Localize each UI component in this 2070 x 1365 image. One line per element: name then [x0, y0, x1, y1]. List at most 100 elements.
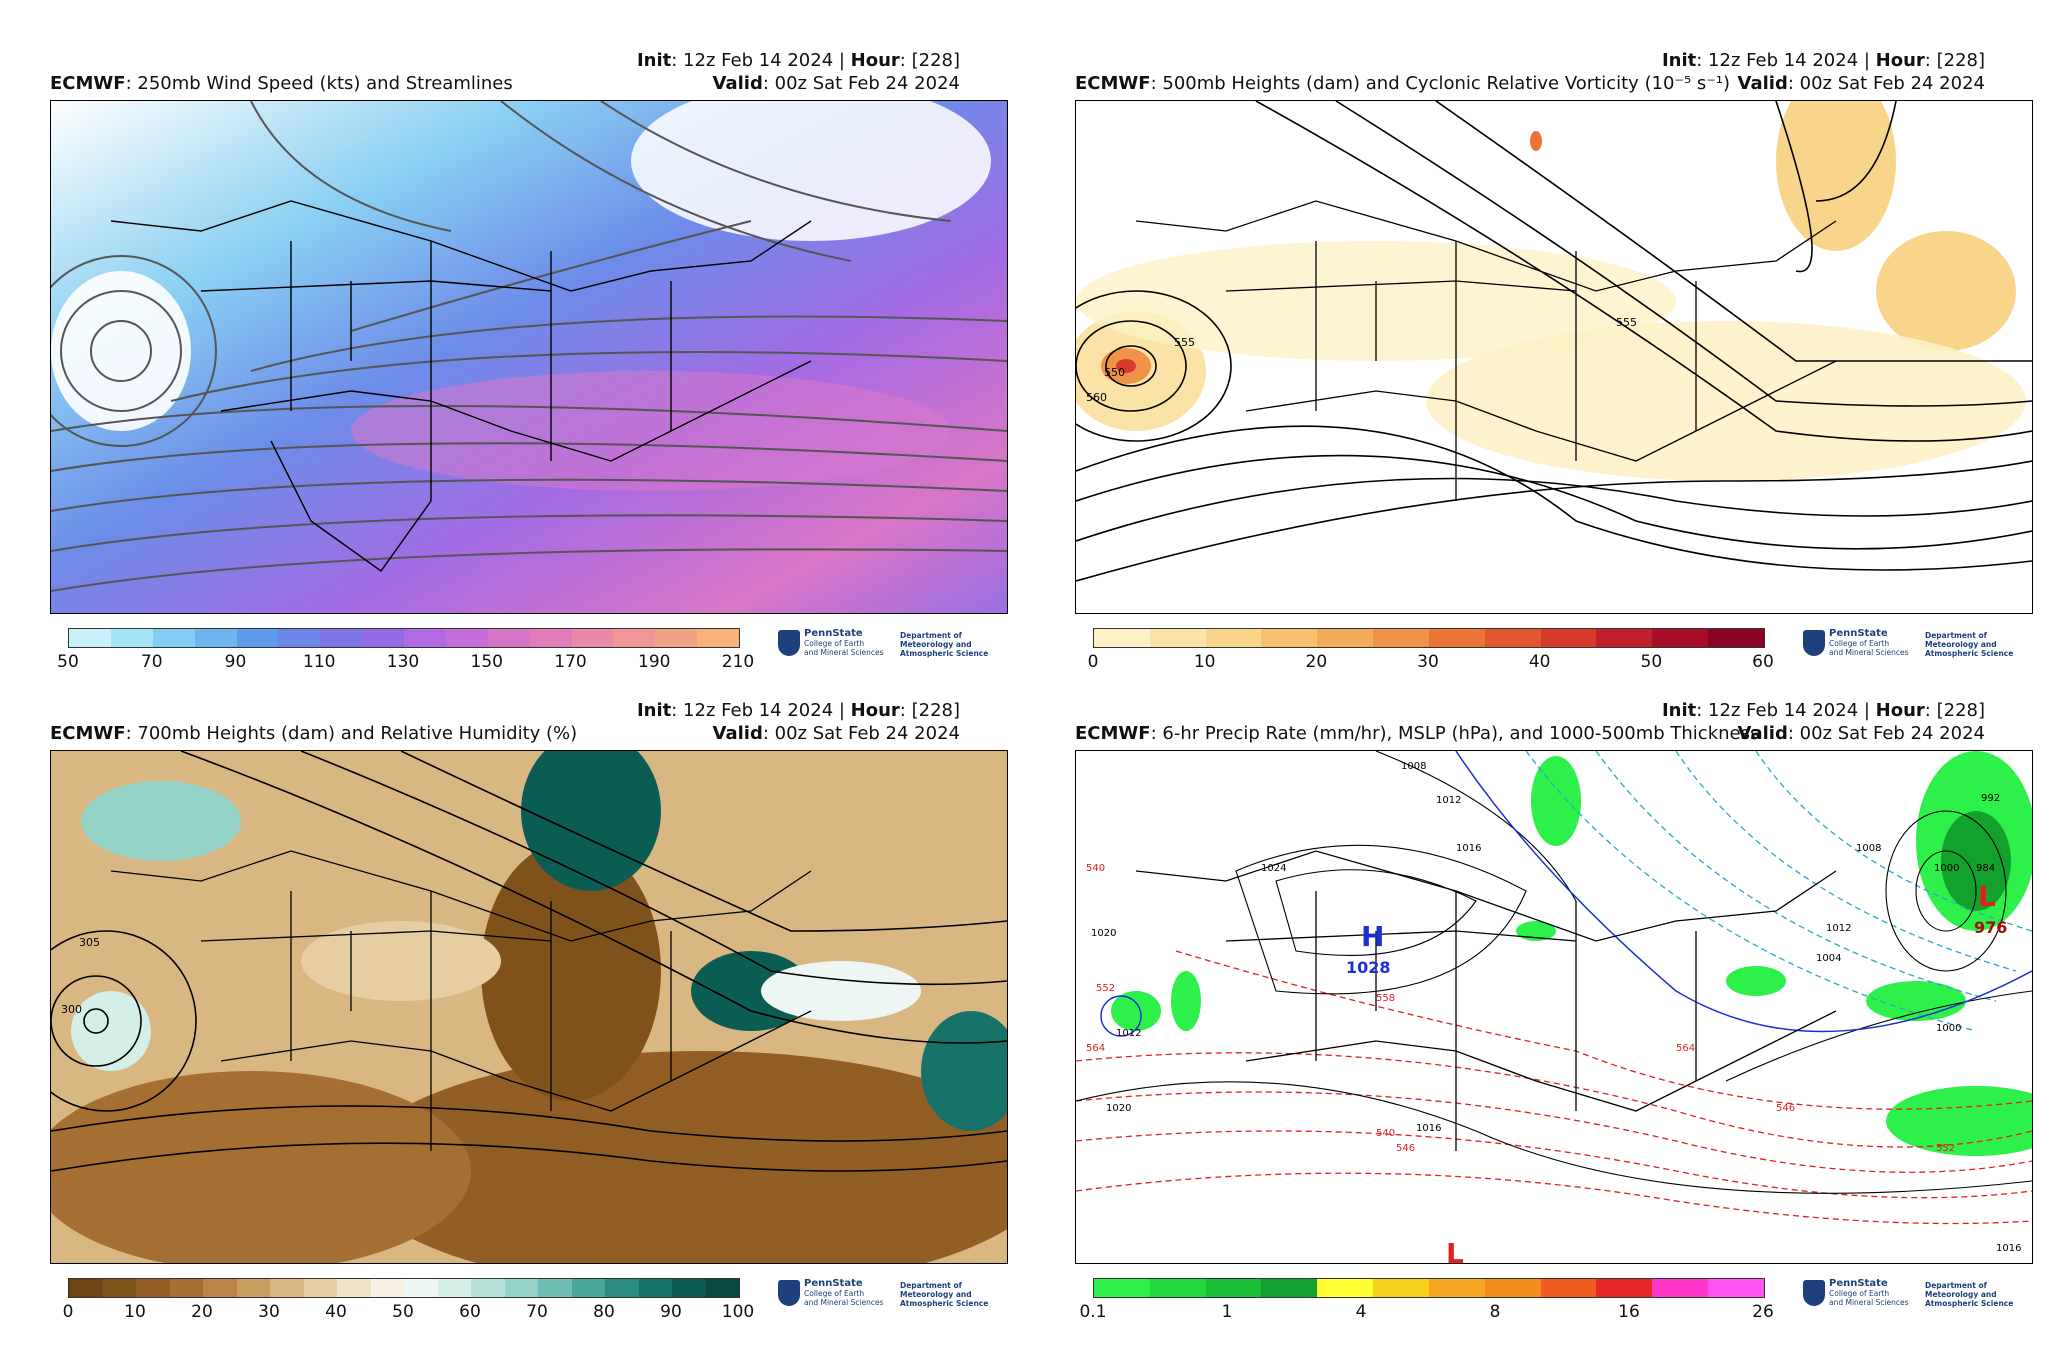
colorbar-segment [445, 629, 488, 647]
colorbar-segment [605, 1279, 639, 1297]
panel-500mb-vorticity: Init: 12z Feb 14 2024 | Hour: [228] ECMW… [1025, 0, 2033, 672]
panel-precip-mslp: Init: 12z Feb 14 2024 | Hour: [228] ECMW… [1025, 650, 2033, 1322]
colorbar-segment [538, 1279, 572, 1297]
colorbar-tick-label: 60 [459, 1302, 481, 1322]
svg-text:555: 555 [1174, 336, 1195, 349]
colorbar-tick-label: 10 [1193, 652, 1216, 672]
panel-title: ECMWF: 700mb Heights (dam) and Relative … [50, 723, 578, 744]
colorbar-tick-label: 210 [721, 652, 755, 672]
colorbar-tick-label: 20 [1305, 652, 1328, 672]
colorbar-segment [529, 629, 572, 647]
map-graphic [51, 101, 1007, 613]
map-graphic: H 1028 L 976 L 1008 1012 1016 1024 1020 … [1076, 751, 2032, 1263]
colorbar-ticks: 50 70 90 110 130 150 170 190 210 [57, 652, 754, 676]
panel-title: ECMWF: 250mb Wind Speed (kts) and Stream… [50, 73, 513, 94]
colorbar-tick-label: 70 [140, 652, 163, 672]
colorbar-segment [102, 1279, 136, 1297]
colorbar-segment [1149, 629, 1206, 647]
valid-line: Valid: 00z Sat Feb 24 2024 [712, 723, 960, 744]
svg-text:1016: 1016 [1416, 1123, 1441, 1134]
panel-title: ECMWF: 6-hr Precip Rate (mm/hr), MSLP (h… [1075, 723, 1760, 744]
colorbar-tick-label: 100 [721, 1302, 755, 1322]
colorbar-segment [1708, 1279, 1764, 1297]
colorbar-tick-label: 190 [638, 652, 671, 672]
colorbar-segment [1261, 629, 1318, 647]
colorbar-segment [337, 1279, 371, 1297]
pennstate-shield-icon [1803, 1280, 1825, 1306]
colorbar-segment [1708, 629, 1764, 647]
colorbar-segment [638, 1279, 672, 1297]
colorbar-ticks: 0 10 20 30 40 50 60 [1088, 652, 1774, 676]
low-letter: L [1978, 880, 1996, 913]
colorbar-segment [1428, 1279, 1485, 1297]
colorbar-segment [69, 629, 111, 647]
svg-text:1016: 1016 [1456, 843, 1481, 854]
colorbar-segment [404, 629, 446, 647]
colorbar-segment [1094, 1279, 1150, 1297]
colorbar-segment [203, 1279, 237, 1297]
colorbar-segment [655, 629, 698, 647]
svg-text:1008: 1008 [1856, 843, 1881, 854]
colorbar-tick-label: 80 [593, 1302, 615, 1322]
colorbar-segment [303, 1279, 337, 1297]
valid-line: Valid: 00z Sat Feb 24 2024 [712, 73, 960, 94]
low-value: 976 [1974, 918, 2007, 937]
colorbar-segment [1540, 1279, 1597, 1297]
map-700mb: 305 300 [50, 750, 1008, 1264]
colorbar-segment [1261, 1279, 1318, 1297]
colorbar-segment [504, 1279, 538, 1297]
colorbar-segment [236, 629, 279, 647]
svg-text:564: 564 [1086, 1043, 1105, 1054]
svg-text:555: 555 [1616, 316, 1637, 329]
colorbar [68, 1278, 740, 1298]
colorbar-segment [1317, 629, 1374, 647]
colorbar-tick-label: 1 [1221, 1302, 1233, 1322]
colorbar-tick-label: 30 [1417, 652, 1439, 672]
svg-text:1020: 1020 [1106, 1103, 1131, 1114]
colorbar-segment [471, 1279, 505, 1297]
colorbar-segment [705, 1279, 739, 1297]
colorbar-segment [571, 629, 614, 647]
map-graphic: 305 300 [51, 751, 1007, 1263]
colorbar-segment [437, 1279, 471, 1297]
colorbar-tick-label: 50 [57, 652, 79, 672]
colorbar-tick-label: 50 [1640, 652, 1663, 672]
colorbar-segment [697, 629, 739, 647]
colorbar-tick-label: 110 [303, 652, 336, 672]
colorbar-tick-label: 4 [1355, 1302, 1367, 1322]
colorbar-segment [69, 1279, 103, 1297]
colorbar-segment [1484, 629, 1541, 647]
colorbar-segment [1205, 629, 1262, 647]
svg-text:560: 560 [1086, 391, 1107, 404]
svg-text:1000: 1000 [1934, 863, 1959, 874]
colorbar-ticks: 0 10 20 30 40 50 60 70 80 90 100 [63, 1302, 755, 1326]
map-precip: H 1028 L 976 L 1008 1012 1016 1024 1020 … [1075, 750, 2033, 1264]
init-line: Init: 12z Feb 14 2024 | Hour: [228] [1661, 700, 1985, 721]
pennstate-shield-icon [778, 1280, 800, 1306]
colorbar-segment [1149, 1279, 1206, 1297]
colorbar-segment [169, 1279, 203, 1297]
colorbar-segment [1484, 1279, 1541, 1297]
colorbar-segment [1652, 629, 1709, 647]
pennstate-logo: PennState College of Earth and Mineral Sc… [778, 629, 1008, 664]
init-line: Init: 12z Feb 14 2024 | Hour: [228] [1661, 50, 1985, 71]
colorbar-tick-label: 70 [526, 1302, 548, 1322]
colorbar-tick-label: 90 [224, 652, 247, 672]
map-500mb: 555 560 550 555 [1075, 100, 2033, 614]
colorbar-segment [1205, 1279, 1262, 1297]
colorbar-segment [571, 1279, 605, 1297]
colorbar-tick-label: 26 [1752, 1302, 1774, 1322]
init-line: Init: 12z Feb 14 2024 | Hour: [228] [636, 50, 960, 71]
svg-text:552: 552 [1096, 983, 1115, 994]
colorbar-segment [1540, 629, 1597, 647]
colorbar-tick-label: 170 [554, 652, 587, 672]
svg-text:300: 300 [61, 1003, 82, 1016]
low-letter: L [1446, 1237, 1464, 1263]
high-letter: H [1361, 920, 1384, 953]
colorbar-tick-label: 150 [470, 652, 503, 672]
colorbar-segment [110, 629, 153, 647]
colorbar [1093, 628, 1765, 648]
colorbar-segment [1428, 629, 1485, 647]
svg-text:540: 540 [1376, 1128, 1395, 1139]
panel-700mb-rh: Init: 12z Feb 14 2024 | Hour: [228] ECMW… [0, 650, 1008, 1322]
